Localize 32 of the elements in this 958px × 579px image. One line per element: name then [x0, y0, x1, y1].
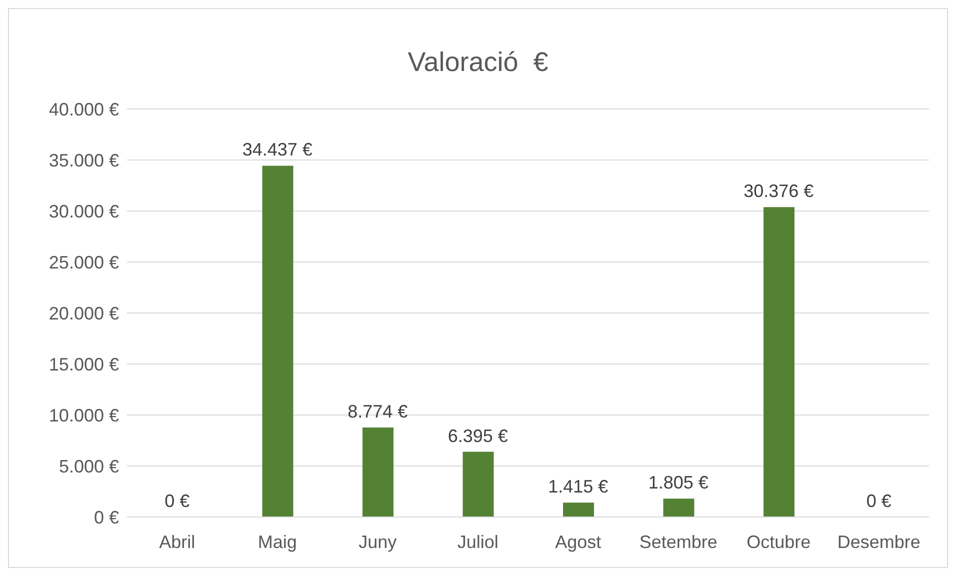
- y-tick-label: 30.000 €: [48, 201, 119, 222]
- data-label: 1.415 €: [548, 476, 608, 497]
- chart-title: Valoració €: [406, 47, 550, 79]
- x-tick-label: Agost: [555, 532, 602, 552]
- data-label: 6.395 €: [448, 426, 508, 446]
- x-tick-label: Abril: [159, 532, 196, 552]
- x-tick-label: Juliol: [457, 532, 498, 552]
- data-label: 1.805 €: [648, 472, 708, 493]
- y-tick-label: 0 €: [94, 507, 119, 528]
- data-label: 0 €: [866, 491, 892, 511]
- bar: [462, 452, 494, 517]
- x-tick-label: Octubre: [746, 532, 811, 552]
- y-tick-label: 40.000 €: [48, 99, 119, 120]
- x-tick-label: Juny: [358, 532, 397, 552]
- x-tick-label: Setembre: [639, 532, 718, 552]
- bar: [663, 498, 694, 517]
- x-tick-label: Desembre: [837, 532, 920, 552]
- bar: [362, 428, 394, 517]
- y-tick-label: 35.000 €: [48, 150, 119, 170]
- x-tick-label: Maig: [258, 532, 297, 552]
- y-tick-label: 10.000 €: [48, 405, 119, 426]
- bar: [764, 207, 794, 517]
- data-label: 34.437 €: [242, 140, 312, 160]
- y-tick-label: 15.000 €: [48, 354, 119, 374]
- y-tick-label: 20.000 €: [48, 303, 119, 324]
- bar: [563, 502, 594, 517]
- y-tick-label: 25.000 €: [48, 252, 119, 272]
- y-tick-label: 5.000 €: [58, 456, 119, 476]
- bar: [262, 166, 294, 517]
- data-label: 8.774 €: [348, 402, 408, 422]
- data-label: 0 €: [164, 491, 190, 511]
- data-label: 30.376 €: [744, 181, 814, 202]
